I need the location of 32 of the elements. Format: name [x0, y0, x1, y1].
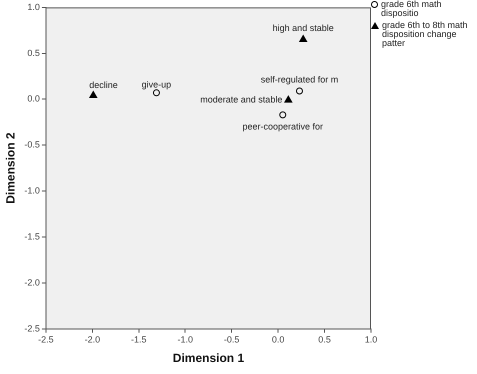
annotation: moderate and stable: [200, 94, 282, 105]
x-tick-label: -1.5: [131, 334, 147, 345]
annotation: decline: [89, 80, 118, 90]
point: [89, 91, 98, 98]
legend-label: grade 6th to 8th math disposition change patter: [382, 20, 469, 48]
y-tick-label: -2.5: [24, 323, 40, 334]
point: [296, 87, 303, 94]
point: [284, 96, 292, 103]
point: [152, 89, 160, 96]
point: [299, 35, 308, 42]
y-tick-label: -0.5: [24, 140, 40, 150]
y-tick-label: -2.0: [24, 277, 40, 288]
y-tick-label: -1.0: [24, 186, 40, 196]
x-axis-title: Dimension 1: [172, 351, 244, 366]
y-axis-title: Dimension 2: [4, 132, 18, 204]
annotation: give-up: [142, 79, 172, 90]
y-tick-label: 0.5: [27, 48, 40, 58]
x-tick-label: -2.0: [84, 334, 100, 345]
x-tick-label: 1.0: [364, 334, 378, 345]
x-tick-label: -2.5: [38, 334, 54, 345]
y-tick-label: -1.5: [24, 231, 40, 242]
y-tick-label: 0.0: [27, 94, 40, 104]
point: [279, 111, 286, 118]
x-tick-label: -0.5: [224, 334, 240, 345]
x-tick-label: 0.5: [318, 334, 331, 345]
annotation: self-regulated for m: [260, 74, 338, 84]
x-tick-label: -1.0: [177, 334, 193, 345]
x-tick-label: 0.0: [272, 334, 284, 345]
annotation: high and stable: [272, 23, 334, 34]
y-tick-label: 1.0: [27, 2, 40, 12]
annotation: peer-cooperative for: [242, 121, 324, 132]
legend-label: grade 6th math dispositio: [381, 0, 443, 18]
